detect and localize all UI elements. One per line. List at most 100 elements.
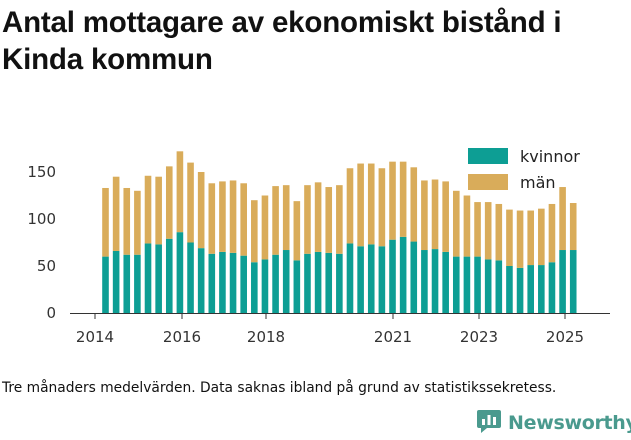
bar-kvinnor (123, 254, 131, 313)
bar-kvinnor (452, 256, 460, 313)
bar-kvinnor (346, 243, 354, 313)
bar-kvinnor (229, 252, 237, 313)
bar-man (261, 195, 269, 260)
bar-man (208, 183, 216, 254)
bar-man (463, 195, 471, 257)
bar-man (336, 185, 343, 254)
bar-kvinnor (367, 244, 375, 313)
y-tick-label: 150 (27, 163, 56, 181)
bar-man (123, 187, 131, 255)
bar-kvinnor (421, 250, 428, 313)
bar-kvinnor (314, 251, 322, 313)
bars-group (102, 151, 577, 313)
bar-man (442, 181, 449, 252)
bar-kvinnor (144, 243, 152, 313)
bar-man (165, 166, 173, 239)
x-axis-ticks: 2014 2016 2018 2021 2023 2025 (76, 313, 584, 346)
bar-man (251, 200, 258, 263)
bar-kvinnor (357, 246, 364, 313)
bar-kvinnor (516, 267, 524, 313)
bar-man (176, 151, 184, 233)
bar-man (155, 176, 162, 245)
bar-kvinnor (165, 238, 173, 313)
y-axis-ticks: 0 50 100 150 (27, 163, 56, 322)
legend-swatch-man (468, 174, 508, 190)
brand-name: Newsworthy (508, 412, 631, 434)
bar-man (187, 162, 194, 243)
bar-kvinnor (569, 250, 577, 313)
stacked-bar-chart: 2014 2016 2018 2021 2023 2025 0 50 100 150 kvinn… (27, 147, 610, 346)
chart-title: Antal mottagare av ekonomiskt bistånd i … (2, 6, 562, 76)
newsworthy-brand[interactable]: Newsworthy (476, 406, 631, 440)
bar-man (197, 172, 205, 249)
bar-kvinnor (102, 256, 109, 313)
bar-man (378, 168, 386, 247)
bar-kvinnor (495, 260, 503, 313)
bar-man (282, 185, 290, 251)
bar-man (538, 208, 545, 266)
bar-kvinnor (527, 265, 534, 313)
bar-man (399, 161, 407, 237)
bar-kvinnor (251, 262, 258, 313)
legend-swatch-kvinnor (468, 148, 508, 164)
newsworthy-logo-icon (476, 408, 502, 438)
bar-man (325, 187, 333, 253)
bar-kvinnor (293, 260, 301, 313)
bar-man (569, 203, 577, 251)
x-tick-label: 2016 (163, 328, 201, 346)
bar-kvinnor (399, 236, 407, 313)
bar-man (144, 175, 152, 244)
bar-man (293, 201, 301, 261)
x-tick-label: 2014 (76, 328, 114, 346)
bar-kvinnor (134, 254, 141, 313)
x-tick-label: 2025 (546, 328, 584, 346)
bar-man (134, 190, 141, 255)
legend-label-man: män (520, 173, 556, 192)
bar-kvinnor (208, 253, 216, 313)
legend-label-kvinnor: kvinnor (520, 147, 580, 166)
bar-man (229, 180, 237, 253)
bar-kvinnor (187, 242, 194, 313)
bar-kvinnor (304, 253, 311, 313)
bar-man (357, 163, 364, 247)
bar-man (102, 187, 109, 257)
bar-man (314, 182, 322, 252)
bar-man (367, 163, 375, 245)
x-tick-label: 2018 (247, 328, 285, 346)
bar-kvinnor (155, 244, 162, 313)
x-tick-label: 2021 (374, 328, 412, 346)
bar-man (240, 183, 247, 256)
bar-man (410, 167, 418, 242)
bar-kvinnor (431, 249, 439, 313)
bar-man (389, 161, 396, 240)
y-tick-label: 50 (37, 257, 56, 275)
bar-kvinnor (272, 254, 279, 313)
chart-caption: Tre månaders medelvärden. Data saknas ib… (2, 380, 557, 396)
bar-kvinnor (442, 251, 449, 313)
bar-kvinnor (506, 266, 513, 313)
bar-man (516, 210, 524, 268)
bar-kvinnor (538, 265, 545, 313)
bar-kvinnor (112, 250, 120, 313)
bar-kvinnor (325, 252, 333, 313)
bar-kvinnor (219, 251, 226, 313)
y-tick-label: 100 (27, 210, 56, 228)
bar-man (452, 190, 460, 257)
bar-man (346, 168, 354, 244)
bar-kvinnor (176, 232, 184, 313)
legend: kvinnor män (468, 147, 580, 192)
bar-kvinnor (197, 248, 205, 313)
bar-man (495, 203, 503, 261)
bar-man (431, 179, 439, 250)
bar-kvinnor (240, 255, 247, 313)
y-tick-label: 0 (46, 304, 56, 322)
bar-man (548, 203, 556, 263)
bar-kvinnor (389, 239, 396, 313)
bar-kvinnor (410, 241, 418, 313)
bar-man (527, 210, 534, 266)
bar-kvinnor (559, 250, 566, 313)
bar-man (112, 176, 120, 251)
bar-man (421, 180, 428, 251)
bar-man (272, 186, 279, 255)
bar-kvinnor (261, 259, 269, 313)
